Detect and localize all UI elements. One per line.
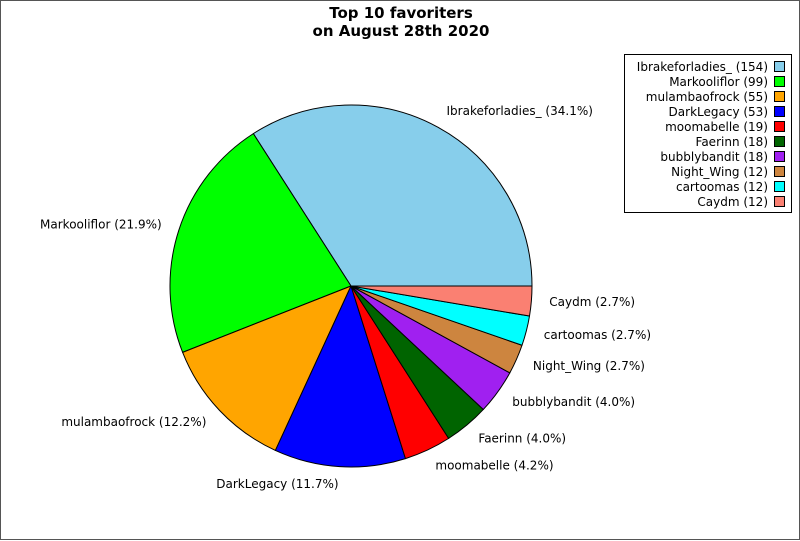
- pie-slice-markooliflor: [169, 133, 352, 353]
- legend-label: bubblybandit (18): [660, 149, 768, 164]
- legend-label: Faerinn (18): [695, 134, 768, 149]
- legend-swatch: [774, 121, 785, 132]
- legend-swatch: [774, 181, 785, 192]
- legend-item: Caydm (12): [629, 194, 785, 209]
- chart-legend: Ibrakeforladies_ (154) Markooliflor (99) m…: [624, 54, 792, 213]
- pie-slice-mulambaofrock: [182, 285, 352, 451]
- legend-item: DarkLegacy (53): [629, 104, 785, 119]
- legend-item: moomabelle (19): [629, 119, 785, 134]
- chart-title-line-1: Top 10 favoriters: [329, 4, 473, 22]
- legend-item: Faerinn (18): [629, 134, 785, 149]
- legend-swatch: [774, 166, 785, 177]
- legend-swatch: [774, 91, 785, 102]
- legend-swatch: [774, 136, 785, 147]
- slice-label: Night_Wing (2.7%): [533, 359, 645, 373]
- legend-swatch: [774, 151, 785, 162]
- legend-swatch: [774, 76, 785, 87]
- legend-label: Night_Wing (12): [671, 164, 768, 179]
- legend-label: cartoomas (12): [675, 179, 768, 194]
- chart-title: Top 10 favoriters on August 28th 2020: [1, 4, 800, 40]
- legend-item: Markooliflor (99): [629, 74, 785, 89]
- pie-slice-darklegacy: [274, 285, 406, 468]
- pie-labels: Ibrakeforladies_ (34.1%) Markooliflor (21…: [40, 104, 651, 491]
- legend-label: moomabelle (19): [665, 119, 768, 134]
- slice-label: DarkLegacy (11.7%): [216, 477, 338, 491]
- legend-swatch: [774, 106, 785, 117]
- legend-swatch: [774, 196, 785, 207]
- legend-label: Caydm (12): [697, 194, 768, 209]
- pie-slice-ibrakeforladies: [252, 104, 533, 287]
- pie-slices: [169, 104, 533, 468]
- legend-swatch: [774, 61, 785, 72]
- chart-title-line-2: on August 28th 2020: [312, 22, 490, 40]
- slice-label: Caydm (2.7%): [549, 295, 635, 309]
- legend-item: Night_Wing (12): [629, 164, 785, 179]
- pie-slice-caydm: [350, 285, 533, 317]
- legend-item: Ibrakeforladies_ (154): [629, 59, 785, 74]
- legend-item: mulambaofrock (55): [629, 89, 785, 104]
- slice-label: Faerinn (4.0%): [478, 431, 566, 445]
- slice-label: moomabelle (4.2%): [435, 459, 553, 473]
- slice-label: mulambaofrock (12.2%): [61, 415, 206, 429]
- slice-label: Markooliflor (21.9%): [40, 217, 162, 231]
- legend-label: Ibrakeforladies_ (154): [636, 59, 768, 74]
- slice-label: bubblybandit (4.0%): [512, 395, 635, 409]
- legend-label: mulambaofrock (55): [645, 89, 768, 104]
- legend-label: Markooliflor (99): [669, 74, 768, 89]
- slice-label: Ibrakeforladies_ (34.1%): [447, 104, 593, 118]
- legend-label: DarkLegacy (53): [668, 104, 768, 119]
- legend-item: cartoomas (12): [629, 179, 785, 194]
- legend-item: bubblybandit (18): [629, 149, 785, 164]
- slice-label: cartoomas (2.7%): [544, 328, 651, 342]
